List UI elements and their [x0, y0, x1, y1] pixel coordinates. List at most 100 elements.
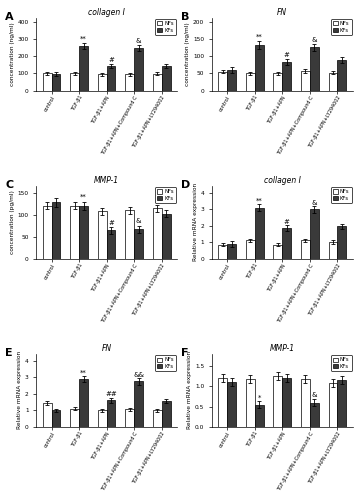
Y-axis label: Relative mRNA expression: Relative mRNA expression: [193, 184, 198, 262]
Text: &: &: [312, 37, 317, 43]
Text: **: **: [80, 36, 87, 42]
Bar: [274, 74, 282, 90]
Bar: [227, 382, 236, 426]
Legend: NFs, KFs: NFs, KFs: [155, 356, 176, 371]
Bar: [98, 74, 106, 90]
Title: FN: FN: [277, 8, 287, 18]
Bar: [255, 44, 264, 90]
Text: &: &: [136, 218, 142, 224]
Legend: NFs, KFs: NFs, KFs: [155, 19, 176, 35]
Text: #: #: [108, 58, 114, 64]
Text: &: &: [312, 200, 317, 205]
Bar: [52, 202, 60, 258]
Text: C: C: [5, 180, 13, 190]
Bar: [43, 74, 52, 90]
Bar: [246, 74, 255, 90]
Bar: [70, 74, 79, 90]
Bar: [153, 74, 162, 90]
Bar: [218, 244, 227, 258]
Bar: [106, 230, 116, 258]
Text: &&: &&: [133, 372, 144, 378]
Bar: [329, 383, 338, 426]
Bar: [282, 228, 291, 258]
Text: D: D: [181, 180, 190, 190]
Bar: [153, 208, 162, 258]
Y-axis label: concentration (pg/ml): concentration (pg/ml): [10, 190, 15, 254]
Text: #: #: [284, 219, 290, 225]
Text: #: #: [108, 220, 114, 226]
Title: MMP-1: MMP-1: [94, 176, 119, 186]
Bar: [52, 410, 60, 426]
Bar: [98, 410, 106, 426]
Bar: [106, 400, 116, 426]
Title: FN: FN: [101, 344, 112, 354]
Bar: [329, 242, 338, 258]
Bar: [79, 46, 88, 90]
Y-axis label: Relative mRNA expression: Relative mRNA expression: [187, 352, 192, 430]
Bar: [70, 408, 79, 426]
Text: B: B: [181, 12, 190, 22]
Text: E: E: [5, 348, 13, 358]
Text: ##: ##: [105, 392, 117, 398]
Bar: [125, 74, 134, 90]
Bar: [125, 410, 134, 426]
Legend: NFs, KFs: NFs, KFs: [331, 187, 352, 203]
Bar: [162, 214, 171, 258]
Bar: [310, 209, 319, 258]
Bar: [125, 210, 134, 258]
Bar: [218, 378, 227, 426]
Bar: [134, 229, 143, 258]
Text: *: *: [257, 394, 261, 400]
Bar: [338, 60, 346, 90]
Bar: [301, 71, 310, 90]
Bar: [246, 379, 255, 426]
Bar: [274, 376, 282, 426]
Title: collagen I: collagen I: [264, 176, 301, 186]
Bar: [338, 380, 346, 426]
Bar: [282, 378, 291, 426]
Bar: [329, 72, 338, 90]
Y-axis label: concentration (ng/ml): concentration (ng/ml): [10, 22, 15, 86]
Bar: [301, 240, 310, 258]
Title: collagen I: collagen I: [88, 8, 125, 18]
Legend: NFs, KFs: NFs, KFs: [331, 19, 352, 35]
Text: &: &: [136, 38, 142, 44]
Bar: [310, 402, 319, 426]
Bar: [218, 72, 227, 90]
Text: A: A: [5, 12, 14, 22]
Bar: [162, 66, 171, 90]
Text: #: #: [284, 52, 290, 59]
Bar: [98, 211, 106, 258]
Bar: [255, 404, 264, 426]
Bar: [106, 66, 116, 90]
Text: F: F: [181, 348, 188, 358]
Legend: NFs, KFs: NFs, KFs: [331, 356, 352, 371]
Text: **: **: [256, 198, 262, 203]
Text: &: &: [312, 392, 317, 398]
Bar: [282, 62, 291, 90]
Bar: [134, 382, 143, 426]
Bar: [274, 244, 282, 258]
Bar: [134, 48, 143, 90]
Bar: [227, 70, 236, 90]
Y-axis label: concentration (ng/ml): concentration (ng/ml): [185, 22, 190, 86]
Bar: [255, 208, 264, 258]
Bar: [162, 401, 171, 426]
Bar: [246, 240, 255, 258]
Y-axis label: Relative mRNA expression: Relative mRNA expression: [17, 352, 22, 430]
Bar: [79, 206, 88, 258]
Bar: [43, 206, 52, 258]
Bar: [52, 74, 60, 90]
Title: MMP-1: MMP-1: [270, 344, 295, 354]
Bar: [43, 403, 52, 426]
Bar: [310, 48, 319, 90]
Text: **: **: [80, 370, 87, 376]
Bar: [301, 379, 310, 426]
Bar: [70, 206, 79, 258]
Bar: [79, 379, 88, 426]
Bar: [227, 244, 236, 258]
Text: **: **: [256, 34, 262, 40]
Text: **: **: [80, 194, 87, 200]
Bar: [338, 226, 346, 258]
Bar: [153, 410, 162, 426]
